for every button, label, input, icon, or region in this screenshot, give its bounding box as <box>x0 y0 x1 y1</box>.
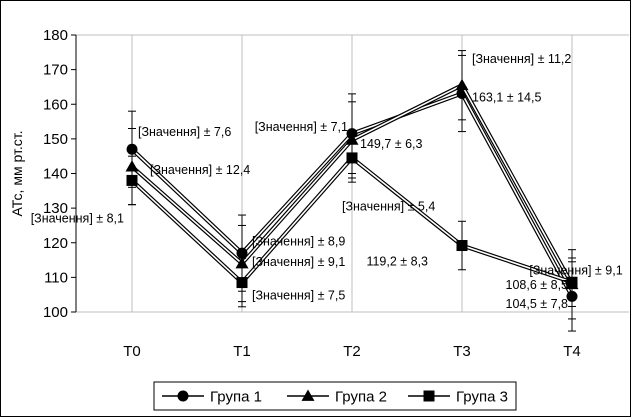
y-tick-label: 110 <box>44 269 68 286</box>
x-tick-label: T2 <box>343 343 361 360</box>
legend-item-2: Група 2 <box>287 389 387 406</box>
data-label: [Значення] ± 12,4 <box>150 163 250 177</box>
data-point-triangle <box>455 78 469 91</box>
legend-label: Група 2 <box>335 389 387 406</box>
x-axis: T0 T1 T2 T3 T4 <box>123 343 581 360</box>
data-label: [Значення] ± 5,4 <box>342 199 435 213</box>
y-tick-label: 160 <box>43 96 68 113</box>
x-tick-label: T0 <box>123 343 141 360</box>
data-point-square <box>236 277 248 289</box>
data-label: [Значення] ± 9,1 <box>252 255 345 269</box>
y-tick-label: 100 <box>43 304 68 321</box>
data-label: [Значення] ± 7,5 <box>252 288 345 302</box>
data-label: [Значення] ± 7,1 <box>255 120 348 134</box>
legend-label: Група 3 <box>456 389 508 406</box>
y-tick-label: 130 <box>43 200 68 217</box>
data-point-square <box>346 152 358 164</box>
data-label: 163,1 ± 14,5 <box>472 90 541 104</box>
x-tick-label: T3 <box>453 343 471 360</box>
series-3 <box>126 133 578 308</box>
legend-label: Група 1 <box>210 389 262 406</box>
data-point-square <box>126 174 138 186</box>
y-tick-label: 180 <box>43 27 68 44</box>
y-tick-label: 120 <box>43 235 68 252</box>
data-label: [Значення] ± 7,6 <box>138 125 231 139</box>
y-tick-label: 170 <box>43 62 68 79</box>
legend-item-3: Група 3 <box>408 389 508 406</box>
data-point-square <box>566 276 578 288</box>
annotations: [Значення] ± 7,6 [Значення] ± 12,4 [Значен… <box>31 52 623 311</box>
legend: Група 1 Група 2 Група 3 <box>153 381 517 411</box>
data-label: [Значення] ± 9,1 <box>529 263 622 277</box>
x-tick-label: T1 <box>233 343 251 360</box>
y-tick-label: 140 <box>43 166 68 183</box>
y-tick-label: 150 <box>43 131 68 148</box>
data-label: 119,2 ± 8,3 <box>366 254 428 268</box>
legend-marker-square <box>423 390 435 402</box>
legend-item-1: Група 1 <box>162 389 262 406</box>
data-label: 149,7 ± 6,3 <box>360 137 423 151</box>
legend-marker-circle <box>177 390 189 402</box>
data-label: 108,6 ± 8,5 <box>506 278 569 292</box>
legend-marker-triangle <box>301 389 315 401</box>
data-label: [Значення] ± 11,2 <box>472 52 571 66</box>
x-tick-label: T4 <box>563 343 581 360</box>
data-label: [Значення] ± 8,1 <box>31 212 124 226</box>
data-label: [Значення] ± 8,9 <box>252 235 345 249</box>
series-group <box>125 50 579 332</box>
data-point-square <box>456 240 468 252</box>
legend-box <box>153 381 517 411</box>
y-axis-label: АТс, мм рт.ст. <box>9 131 25 217</box>
data-label: 104,5 ± 7,8 <box>506 297 569 311</box>
y-axis: 100 110 120 130 140 150 160 170 180 <box>43 27 77 321</box>
